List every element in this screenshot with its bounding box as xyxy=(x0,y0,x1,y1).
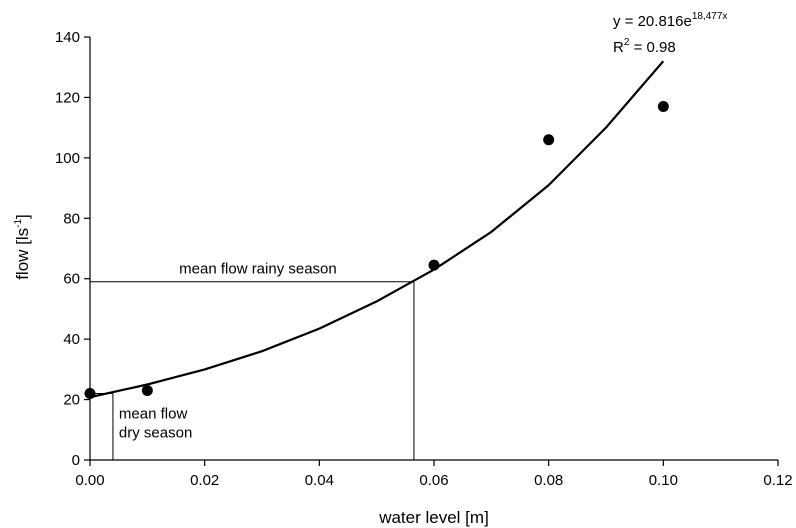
data-points xyxy=(84,100,669,400)
x-tick-label: 0.08 xyxy=(534,472,563,489)
x-tick-label: 0.06 xyxy=(419,472,448,489)
rainy-season-label: mean flow rainy season xyxy=(179,261,337,278)
y-axis-title-base: flow [ls xyxy=(13,228,32,280)
y-tick-label: 120 xyxy=(55,89,80,106)
x-axis-title: water level [m] xyxy=(378,508,489,527)
annotations: mean flow rainy season mean flow dry seaso… xyxy=(90,261,415,460)
y-tick-label: 100 xyxy=(55,150,80,167)
y-tick-label: 140 xyxy=(55,29,80,46)
exponential-fit-line xyxy=(89,60,665,399)
data-point xyxy=(84,388,96,400)
data-point xyxy=(657,100,669,112)
data-point xyxy=(543,134,555,146)
data-point xyxy=(141,385,153,397)
r-squared-label: R2 = 0.98 xyxy=(613,37,676,56)
y-axis-title-close: ] xyxy=(13,214,32,219)
axes: 0 20 40 60 80 100 120 140 0.00 0.02 0.04 0.06 0.08 0.… xyxy=(55,29,793,489)
dry-season-label-line2: dry season xyxy=(119,425,192,442)
y-tick-label: 60 xyxy=(63,271,80,288)
equation-label: y = 20.816e18,477x xyxy=(613,11,727,30)
x-tick-label: 0.04 xyxy=(305,472,334,489)
y-axis-title-exponent: -1 xyxy=(13,219,24,228)
dry-season-label-line1: mean flow xyxy=(119,406,188,423)
trendline xyxy=(89,60,665,399)
x-tick-label: 0.02 xyxy=(190,472,219,489)
x-tick-label: 0.10 xyxy=(649,472,678,489)
x-tick-label: 0.12 xyxy=(763,472,792,489)
r-squared-exponent: 2 xyxy=(624,37,630,48)
equation-base: y = 20.816e xyxy=(613,13,692,30)
y-tick-label: 80 xyxy=(63,210,80,227)
equation-exponent: 18,477x xyxy=(692,11,728,22)
r-squared-value: = 0.98 xyxy=(629,39,675,56)
y-tick-label: 20 xyxy=(63,392,80,409)
x-tick-label: 0.00 xyxy=(75,472,104,489)
data-point xyxy=(428,259,440,271)
y-tick-label: 0 xyxy=(72,452,80,469)
y-axis-title: flow [ls-1] xyxy=(13,214,32,280)
y-tick-label: 40 xyxy=(63,331,80,348)
r-squared-base: R xyxy=(613,39,624,56)
